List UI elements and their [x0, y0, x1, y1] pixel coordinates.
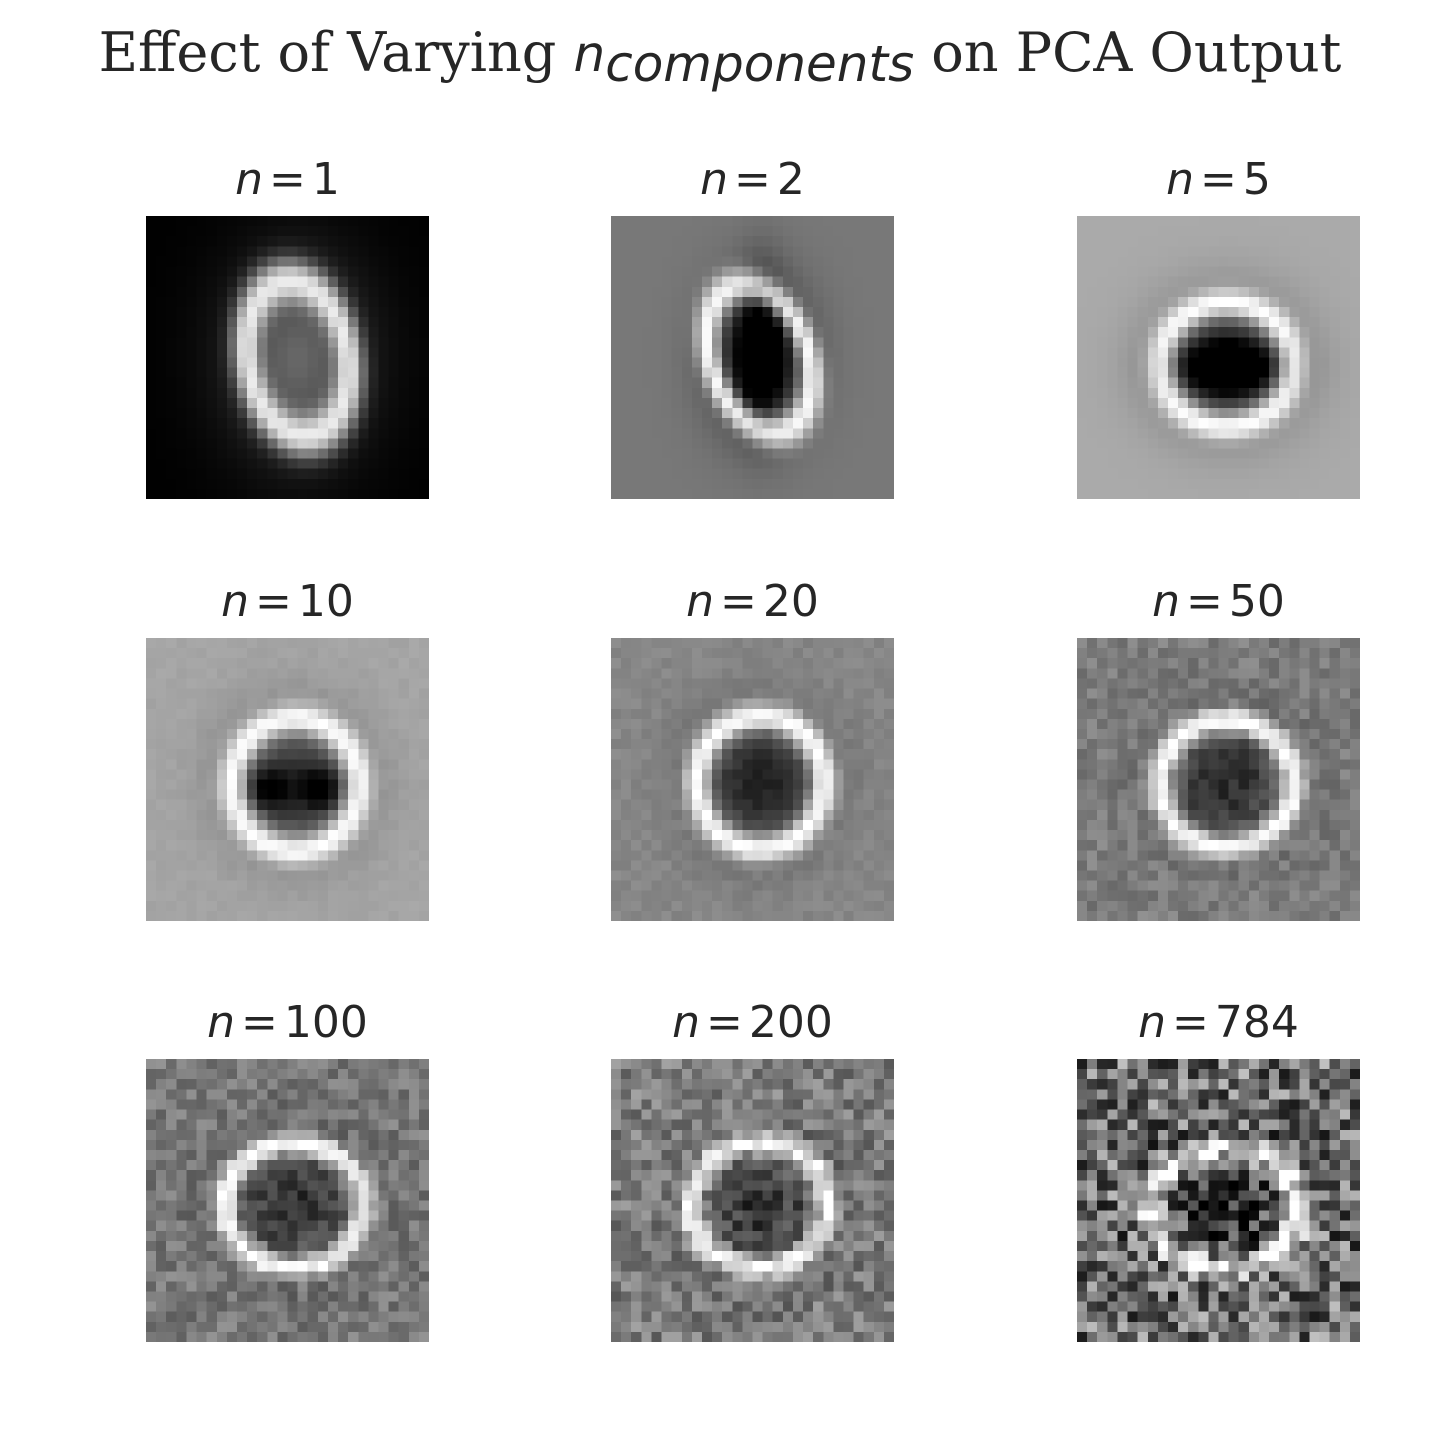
pca-reconstruction-image-10: [146, 638, 429, 921]
panel-title-2: n = 2: [700, 154, 805, 205]
title-math-variable: n: [573, 25, 606, 83]
panel-title-20: n = 20: [686, 576, 819, 627]
title-math-subscript: components: [605, 35, 915, 93]
pca-reconstruction-image-50: [1077, 638, 1360, 921]
pca-reconstruction-image-5: [1077, 216, 1360, 499]
panel-title-5: n = 5: [1166, 154, 1271, 205]
title-suffix: on PCA Output: [914, 21, 1342, 84]
pca-reconstruction-image-784: [1077, 1059, 1360, 1342]
pca-reconstruction-image-20: [611, 638, 894, 921]
pca-reconstruction-image-1: [146, 216, 429, 499]
panel-title-100: n = 100: [207, 997, 368, 1048]
panel-title-200: n = 200: [672, 997, 833, 1048]
pca-reconstruction-image-200: [611, 1059, 894, 1342]
panel-title-784: n = 784: [1138, 997, 1299, 1048]
figure-title: Effect of Varying ncomponents on PCA Out…: [0, 21, 1440, 90]
panel-title-50: n = 50: [1152, 576, 1285, 627]
panel-title-1: n = 1: [235, 154, 340, 205]
panel-title-10: n = 10: [221, 576, 354, 627]
pca-reconstruction-image-100: [146, 1059, 429, 1342]
pca-reconstruction-image-2: [611, 216, 894, 499]
title-prefix: Effect of Varying: [98, 21, 574, 84]
